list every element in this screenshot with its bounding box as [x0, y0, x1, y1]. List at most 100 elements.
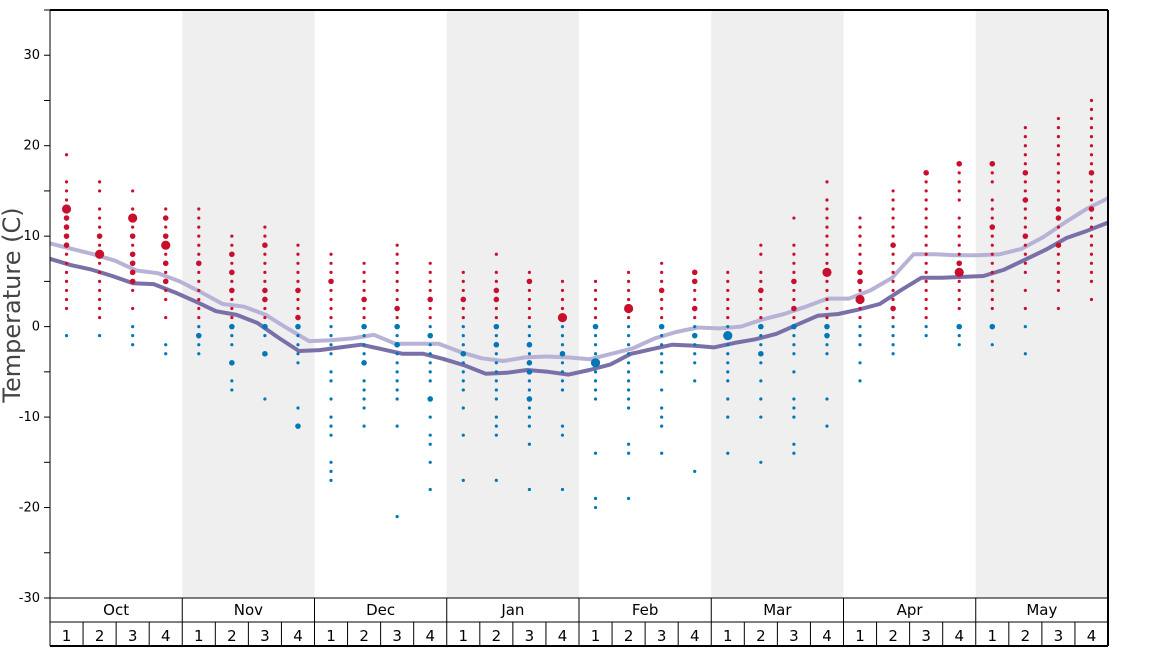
temperature-point — [428, 487, 432, 492]
temperature-point — [858, 379, 862, 383]
temperature-point — [990, 243, 994, 247]
temperature-point — [230, 388, 234, 392]
week-label: 4 — [1087, 627, 1097, 645]
temperature-point — [660, 334, 664, 338]
temperature-point — [1089, 234, 1094, 238]
temperature-point — [230, 334, 234, 338]
y-tick-label: -30 — [19, 591, 40, 606]
temperature-point — [924, 216, 928, 220]
temperature-point — [262, 287, 268, 294]
temperature-point — [726, 361, 730, 365]
temperature-point — [263, 261, 267, 265]
temperature-point — [560, 297, 565, 302]
temperature-point — [825, 306, 829, 311]
temperature-point — [329, 270, 333, 274]
temperature-point — [858, 225, 862, 229]
temperature-point — [792, 334, 796, 338]
temperature-point — [924, 325, 928, 329]
temperature-point — [824, 323, 830, 330]
temperature-point — [427, 296, 434, 303]
temperature-point — [361, 296, 367, 303]
temperature-point — [792, 315, 796, 320]
temperature-point — [1023, 270, 1027, 274]
temperature-point — [858, 334, 862, 338]
temperature-point — [759, 379, 763, 383]
temperature-point — [792, 297, 796, 302]
temperature-point — [461, 270, 465, 274]
temperature-point — [395, 297, 399, 302]
temperature-point — [362, 352, 366, 356]
temperature-point — [493, 296, 500, 303]
temperature-point — [395, 243, 399, 247]
temperature-point — [693, 352, 697, 356]
temperature-point — [924, 198, 928, 202]
temperature-point — [1056, 279, 1061, 283]
temperature-point — [461, 306, 465, 311]
temperature-point — [395, 315, 399, 320]
week-label: 2 — [227, 627, 237, 645]
temperature-point — [164, 207, 168, 211]
temperature-point — [461, 478, 465, 482]
temperature-point — [560, 388, 565, 392]
temperature-point — [759, 297, 763, 302]
temperature-point — [262, 323, 268, 330]
temperature-point — [858, 216, 862, 220]
temperature-point — [493, 323, 500, 330]
week-label: 4 — [293, 627, 303, 645]
week-label: 2 — [359, 627, 369, 645]
week-label: 4 — [161, 627, 171, 645]
month-band — [711, 10, 844, 598]
temperature-point — [1023, 153, 1027, 157]
temperature-point — [131, 207, 135, 211]
temperature-point — [990, 180, 994, 184]
month-band — [446, 10, 579, 598]
temperature-point — [560, 343, 565, 347]
temperature-point — [129, 269, 136, 276]
temperature-point — [1089, 261, 1094, 265]
trend-lines — [49, 196, 1109, 377]
temperature-point — [494, 361, 498, 365]
temperature-point — [263, 279, 267, 283]
temperature-point — [395, 261, 399, 265]
temperature-point — [1089, 144, 1094, 148]
temperature-point — [825, 225, 829, 229]
temperature-point — [691, 278, 698, 285]
temperature-point — [825, 397, 829, 401]
temperature-point — [1023, 189, 1027, 193]
temperature-point — [428, 361, 432, 365]
temperature-point — [296, 270, 300, 274]
week-label: 1 — [723, 627, 733, 645]
temperature-point — [759, 306, 763, 311]
temperature-point — [957, 171, 961, 175]
temperature-point — [626, 288, 631, 293]
temperature-point — [230, 279, 234, 283]
temperature-point — [129, 260, 136, 267]
temperature-point — [197, 352, 201, 356]
week-label: 3 — [260, 627, 270, 645]
temperature-point — [1089, 243, 1094, 247]
temperature-point — [527, 415, 532, 419]
week-label: 3 — [128, 627, 138, 645]
temperature-point — [97, 297, 102, 302]
temperature-point — [263, 225, 267, 229]
temperature-point — [626, 379, 631, 383]
temperature-point — [428, 315, 432, 320]
temperature-point — [526, 369, 533, 375]
temperature-point — [129, 233, 136, 239]
temperature-point — [626, 361, 631, 365]
temperature-point — [428, 415, 432, 419]
temperature-point — [792, 288, 796, 293]
temperature-point — [428, 433, 432, 437]
temperature-point — [924, 279, 928, 283]
temperature-point — [362, 270, 366, 274]
temperature-point — [957, 189, 961, 193]
temperature-point — [726, 451, 730, 455]
temperature-point — [428, 352, 432, 356]
temperature-point — [825, 198, 829, 202]
temperature-point — [660, 388, 664, 392]
temperature-point — [362, 315, 366, 320]
temperature-point — [660, 361, 664, 365]
temperature-point — [197, 306, 201, 311]
temperature-point — [825, 252, 829, 256]
